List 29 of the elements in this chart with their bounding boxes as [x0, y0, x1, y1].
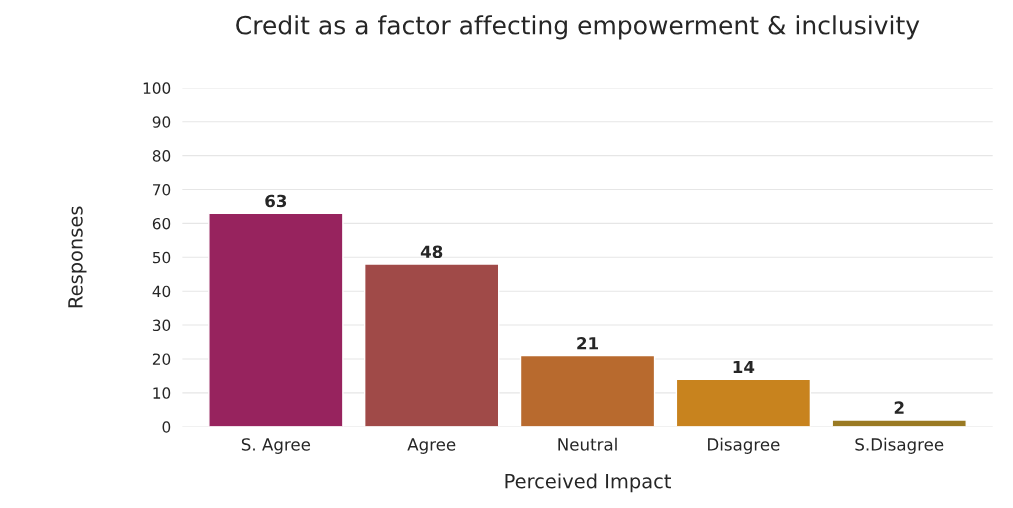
x-tick-label: S.Disagree — [855, 437, 944, 454]
x-axis-title: Perceived Impact — [505, 473, 671, 493]
bar — [675, 378, 812, 427]
y-tick-label: 20 — [152, 353, 171, 365]
y-tick-label: 30 — [152, 319, 171, 332]
data-label: 2 — [894, 401, 904, 414]
x-tick-label: Neutral — [558, 437, 617, 451]
bar — [208, 212, 344, 427]
y-tick-label: 80 — [152, 150, 171, 162]
data-label: 63 — [265, 194, 287, 208]
y-tick-label: 100 — [143, 82, 171, 94]
data-label: 21 — [577, 336, 598, 350]
y-tick-label: 40 — [152, 285, 171, 298]
data-label: 48 — [420, 245, 443, 259]
y-axis-title: Responses — [68, 206, 87, 308]
x-tick-label: Agree — [407, 438, 456, 454]
y-tick-label: 0 — [162, 421, 171, 433]
x-tick-label: S. Agree — [241, 438, 311, 454]
bar — [363, 263, 500, 427]
bar — [519, 354, 656, 427]
bar — [831, 419, 967, 427]
y-tick-label: 10 — [153, 387, 171, 399]
y-tick-label: 70 — [153, 184, 171, 196]
chart-title: Credit as a factor affecting empowerment & inclusivity — [236, 15, 920, 40]
x-tick-label: Disagree — [708, 437, 780, 454]
y-tick-label: 50 — [152, 251, 171, 264]
y-tick-label: 90 — [152, 116, 171, 128]
y-tick-label: 60 — [152, 217, 171, 230]
data-label: 14 — [733, 360, 755, 374]
